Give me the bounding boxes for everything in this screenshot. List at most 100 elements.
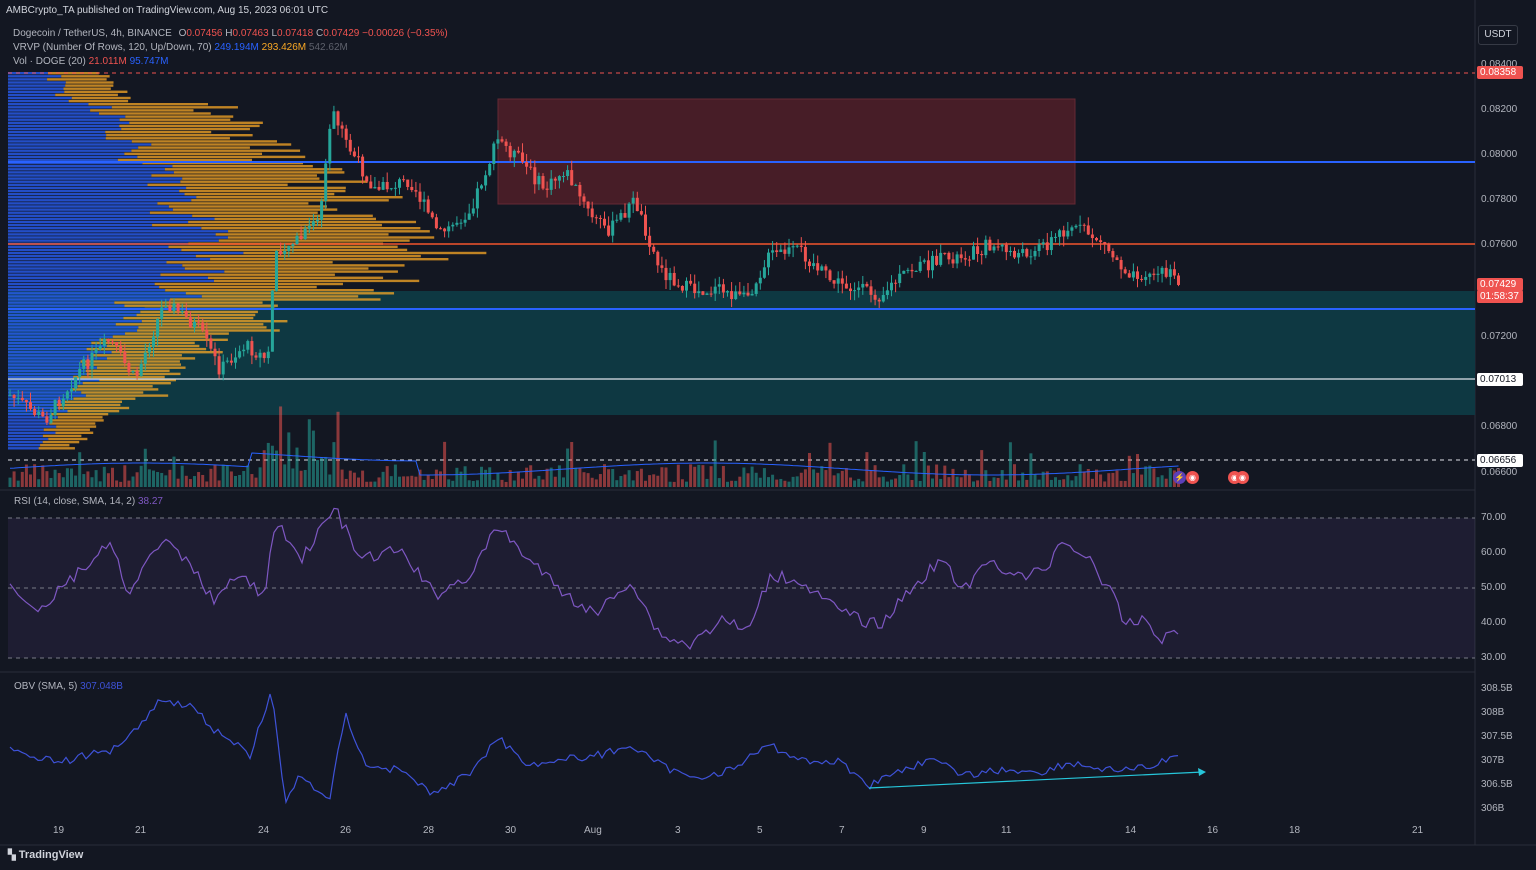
candle-body [775, 250, 779, 253]
candle-body [316, 219, 319, 222]
volume-bar [316, 459, 319, 487]
profile-up-row [8, 106, 112, 109]
candle-body [488, 164, 492, 176]
candle-body [213, 348, 217, 357]
profile-up-row [8, 127, 122, 131]
candle-body [918, 261, 922, 271]
volume-bar [570, 442, 574, 487]
profile-up-row [8, 220, 189, 224]
volume-bar [328, 474, 332, 487]
us-flag-event-icon[interactable]: ◉ [1186, 471, 1199, 484]
rsi-tick: 40.00 [1481, 617, 1507, 628]
volume-bar [607, 469, 611, 487]
candle-body [717, 284, 721, 287]
profile-down-row [119, 118, 231, 121]
volume-bar [783, 480, 787, 487]
candle-body [168, 306, 172, 312]
obv-legend[interactable]: OBV (SMA, 5) 307.048B [14, 681, 123, 692]
volume-bar [693, 466, 697, 487]
candle-body [623, 213, 627, 218]
candle-body [972, 246, 975, 260]
candle-body [434, 217, 438, 229]
volume-bar [373, 481, 377, 487]
candle-body [685, 280, 688, 291]
candle-body [283, 250, 287, 255]
profile-down-row [77, 385, 153, 388]
profile-up-row [8, 304, 125, 307]
profile-up-row [8, 267, 185, 270]
currency-button[interactable]: USDT [1478, 25, 1518, 45]
candle-body [250, 341, 254, 356]
rsi-legend[interactable]: RSI (14, close, SMA, 14, 2) 38.27 [14, 496, 163, 507]
profile-up-row [8, 140, 132, 143]
volume-bar [611, 468, 615, 487]
candle-body [816, 263, 820, 271]
candle-body [193, 321, 196, 328]
profile-up-row [8, 298, 171, 301]
profile-down-row [181, 248, 408, 252]
profile-down-row [67, 409, 120, 413]
volume-bar [791, 476, 795, 487]
volume-bar [389, 476, 393, 487]
profile-up-row [8, 397, 74, 400]
candle-body [1066, 230, 1070, 237]
candle-body [262, 352, 266, 359]
candle-body [984, 239, 988, 256]
volume-bar [1070, 480, 1074, 487]
profile-down-row [80, 360, 180, 363]
volume-bar [332, 442, 336, 487]
ohlc-high-label: H [225, 28, 233, 39]
volume-bar [1086, 468, 1090, 487]
ohlc-close: 0.07429 [323, 28, 360, 39]
volume-bar [717, 478, 721, 487]
obv-line [9, 693, 1179, 805]
candle-body [742, 292, 746, 295]
profile-up-row [8, 338, 100, 341]
volume-bar [545, 468, 549, 487]
candle-body [369, 181, 373, 189]
profile-down-row [65, 81, 114, 84]
candle-body [1058, 230, 1062, 237]
candle-body [861, 283, 865, 288]
candle-body [890, 282, 893, 291]
candle-body [1177, 275, 1180, 285]
volume-bar [631, 480, 635, 487]
volume-bar [824, 470, 828, 487]
volume-bar [926, 465, 930, 487]
volume-bar [1029, 453, 1033, 487]
candle-body [898, 273, 902, 284]
candle-body [680, 285, 684, 291]
volume-bar [74, 475, 78, 487]
volume-bar [553, 476, 557, 487]
volume-bar [832, 475, 836, 487]
flash-event-icon[interactable]: ⚡ [1173, 471, 1186, 484]
volume-bar [1115, 470, 1119, 487]
volume-bar [357, 477, 360, 487]
profile-down-row [214, 217, 376, 221]
time-tick: 7 [839, 825, 845, 836]
volume-bar [873, 465, 877, 487]
volume-bar [1103, 481, 1107, 487]
volume-bar [443, 441, 447, 487]
volume-bar [340, 469, 344, 487]
candle-body [504, 141, 508, 146]
volume-bar [844, 468, 848, 487]
candle-body [45, 416, 49, 423]
tradingview-logo[interactable]: ▚ TradingView [8, 849, 83, 861]
profile-up-row [8, 301, 115, 304]
candle-body [439, 228, 442, 230]
profile-down-row [105, 137, 230, 140]
candle-body [808, 261, 811, 267]
candle-body [832, 280, 836, 284]
candle-body [939, 252, 943, 265]
volume-bar [750, 466, 754, 487]
profile-down-row [131, 149, 301, 152]
profile-down-row [213, 279, 420, 283]
profile-down-row [218, 239, 410, 242]
volume-bar [29, 474, 32, 487]
candle-body [840, 278, 844, 284]
volume-legend[interactable]: Vol · DOGE (20) 21.011M 95.747M [13, 56, 168, 67]
us-flag-event-icon[interactable]: ◉ [1236, 471, 1249, 484]
vrvp-legend[interactable]: VRVP (Number Of Rows, 120, Up/Down, 70) … [13, 42, 348, 53]
